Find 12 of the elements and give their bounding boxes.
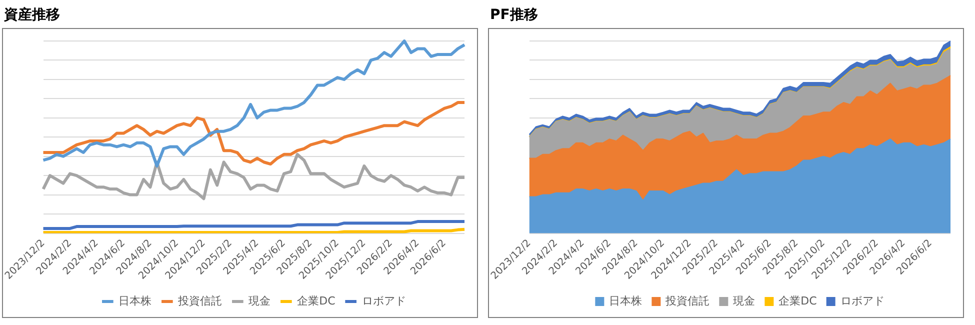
legend-label: 日本株: [118, 294, 152, 308]
legend-label: ロボアド: [362, 294, 406, 308]
legend-label: 企業DC: [778, 294, 818, 308]
legend-label: 投資信託: [664, 294, 710, 308]
chart-title: PF推移: [489, 6, 539, 25]
legend-label: 現金: [248, 294, 271, 308]
legend-label: 投資信託: [177, 294, 222, 308]
legend-label: 日本株: [609, 294, 642, 308]
legend-label: 企業DC: [297, 294, 336, 308]
chart-title: 資産推移: [3, 6, 61, 25]
legend-label: ロボアド: [840, 294, 884, 308]
legend-label: 現金: [733, 294, 756, 308]
